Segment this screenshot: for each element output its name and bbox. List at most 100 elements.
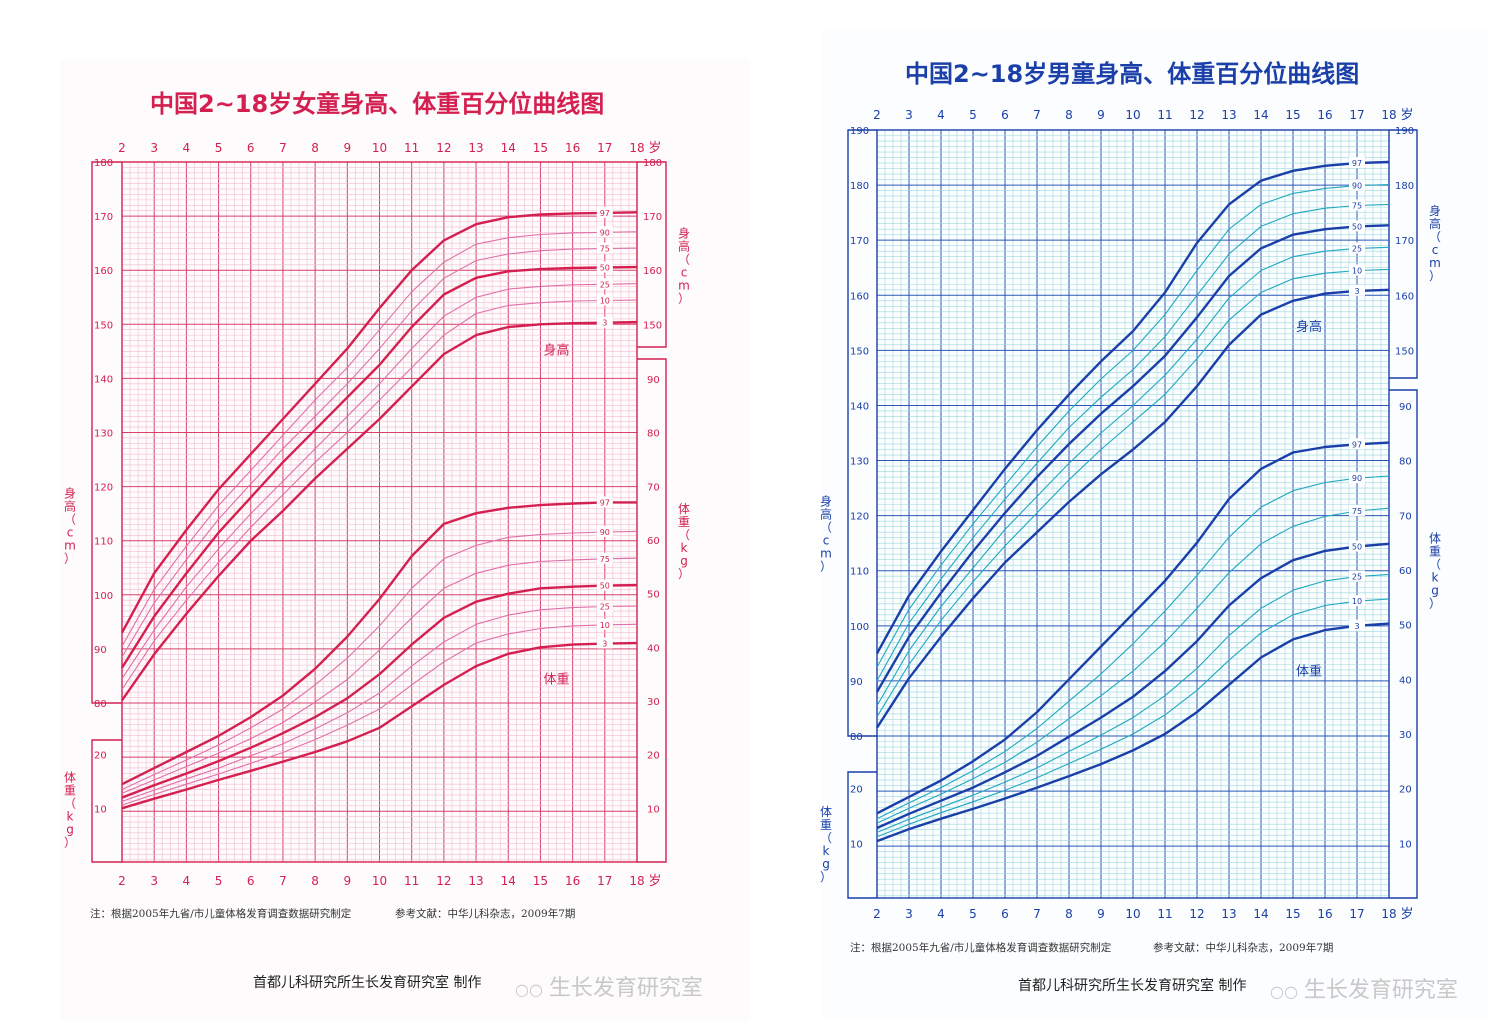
x-tick-label-top: 3 bbox=[150, 141, 158, 155]
height-axis-title-right: 身高（cm） bbox=[1429, 203, 1441, 283]
axis-title-char: （ bbox=[1429, 230, 1441, 244]
percentile-label-bg bbox=[1349, 438, 1365, 450]
axis-title-char: （ bbox=[678, 253, 690, 267]
axis-title-char: g bbox=[1431, 584, 1439, 598]
axis-title-char: g bbox=[680, 554, 688, 568]
height-percentile-90-line bbox=[121, 231, 638, 647]
percentile-label-bg bbox=[1349, 157, 1365, 169]
x-tick-label-bottom: 14 bbox=[1253, 907, 1268, 921]
height-tick-label-left: 80 bbox=[94, 699, 107, 710]
height-tick-label-left: 80 bbox=[850, 732, 863, 743]
height-tick-label-left: 180 bbox=[94, 158, 113, 169]
weight-percentile-10-line bbox=[876, 598, 1390, 838]
weight-percentile-label-3: 3 bbox=[1354, 622, 1359, 631]
axis-title-char: （ bbox=[1429, 558, 1441, 572]
height-tick-label-left: 90 bbox=[94, 645, 107, 656]
percentile-label-bg bbox=[596, 618, 613, 630]
height-tick-label-right: 180 bbox=[643, 158, 662, 169]
boys-chart-reference: 参考文献：中华儿科杂志，2009年7期 bbox=[1153, 942, 1334, 954]
weight-percentile-label-10: 10 bbox=[600, 621, 610, 630]
axis-title-char: m bbox=[820, 547, 832, 561]
girls-chart-footer: 首都儿科研究所生长发育研究室 制作 bbox=[253, 975, 482, 991]
x-tick-label-top: 15 bbox=[533, 141, 548, 155]
axis-title-char: 重 bbox=[678, 515, 690, 529]
axis-title-char: 重 bbox=[64, 784, 76, 798]
axis-title-char: （ bbox=[64, 512, 76, 526]
height-tick-label-right: 180 bbox=[1395, 181, 1414, 192]
percentile-label-bg bbox=[1349, 540, 1365, 552]
height-percentile-label-25: 25 bbox=[1352, 244, 1362, 253]
axis-title-char: g bbox=[66, 823, 74, 837]
axis-title-char: 体 bbox=[1429, 532, 1441, 546]
height-percentile-50-line bbox=[120, 265, 638, 669]
x-tick-label-bottom: 4 bbox=[183, 874, 191, 888]
x-tick-label-top: 8 bbox=[1065, 108, 1073, 122]
weight-tick-label-right: 90 bbox=[1399, 402, 1412, 413]
weight-tick-label-right: 40 bbox=[1399, 675, 1412, 686]
percentile-label-bg bbox=[1349, 179, 1365, 191]
wechat-icon: ○○ bbox=[1270, 982, 1298, 1001]
x-tick-label-bottom: 10 bbox=[1125, 907, 1140, 921]
x-tick-label-top: 4 bbox=[937, 108, 945, 122]
x-tick-label-bottom: 12 bbox=[436, 874, 451, 888]
weight-tick-label-right: 70 bbox=[647, 482, 660, 493]
weight-percentile-label-97: 97 bbox=[600, 498, 610, 507]
axis-title-char: 身 bbox=[820, 494, 832, 509]
boys-chart-note: 注：根据2005年九省/市儿童体格发育调查数据研究制定 bbox=[850, 942, 1112, 954]
x-tick-label-bottom: 16 bbox=[565, 874, 580, 888]
x-tick-label-bottom: 18 bbox=[629, 874, 644, 888]
girls-chart-note: 注：根据2005年九省/市儿童体格发育调查数据研究制定 bbox=[90, 908, 352, 920]
percentile-label-bg bbox=[1349, 264, 1365, 276]
x-tick-label-bottom: 11 bbox=[404, 874, 419, 888]
percentile-label-bg bbox=[1349, 242, 1365, 254]
percentile-label-bg bbox=[1349, 570, 1365, 582]
weight-tick-label-right: 30 bbox=[647, 697, 660, 708]
weight-percentile-label-75: 75 bbox=[600, 555, 610, 564]
percentile-label-bg bbox=[596, 552, 613, 564]
axis-title-char: 体 bbox=[820, 805, 832, 819]
height-percentile-label-25: 25 bbox=[600, 280, 610, 289]
x-tick-label-top: 14 bbox=[501, 141, 516, 155]
weight-tick-label-right: 80 bbox=[1399, 457, 1412, 468]
height-percentile-10-line bbox=[121, 299, 638, 690]
girls-chart-reference: 参考文献：中华儿科杂志，2009年7期 bbox=[395, 908, 576, 920]
weight-percentile-label-90: 90 bbox=[1352, 474, 1362, 483]
weight-percentile-label-97: 97 bbox=[1352, 440, 1362, 449]
x-tick-label-top: 4 bbox=[183, 141, 191, 155]
axis-title-char: （ bbox=[820, 831, 832, 845]
x-tick-label-top: 6 bbox=[1001, 108, 1009, 122]
percentile-label-bg bbox=[1349, 595, 1365, 607]
axis-title-char: m bbox=[678, 279, 690, 293]
weight-tick-label-right: 10 bbox=[1399, 839, 1412, 850]
x-tick-label-top: 18 bbox=[629, 141, 644, 155]
axis-title-char: 高 bbox=[64, 498, 76, 513]
x-tick-label-top: 16 bbox=[565, 141, 580, 155]
x-tick-label-bottom: 11 bbox=[1157, 907, 1172, 921]
weight-tick-label-right: 50 bbox=[647, 590, 660, 601]
weight-percentile-25-line bbox=[876, 573, 1390, 833]
height-percentile-label-50: 50 bbox=[1352, 222, 1362, 231]
weight-percentile-50-line bbox=[121, 583, 638, 799]
watermark-text: 生长发育研究室 bbox=[1303, 978, 1458, 1003]
x-tick-label-bottom: 8 bbox=[1065, 907, 1073, 921]
axis-title-char: c bbox=[681, 266, 688, 280]
weight-tick-label-right: 20 bbox=[1399, 785, 1412, 796]
height-tick-label-left: 170 bbox=[94, 212, 113, 223]
height-tick-label-right: 170 bbox=[643, 212, 662, 223]
x-unit-label-bottom: 岁 bbox=[648, 874, 661, 889]
percentile-label-bg bbox=[596, 600, 613, 612]
height-tick-label-right: 150 bbox=[1395, 346, 1414, 357]
weight-axis-title-left: 体重（kg） bbox=[820, 805, 832, 884]
weight-tick-label-left: 20 bbox=[94, 751, 107, 762]
x-tick-label-bottom: 18 bbox=[1381, 907, 1396, 921]
watermark-text: 生长发育研究室 bbox=[548, 976, 703, 1001]
height-tick-label-left: 120 bbox=[94, 483, 113, 494]
x-tick-label-top: 13 bbox=[468, 141, 483, 155]
height-percentile-label-10: 10 bbox=[1352, 266, 1362, 275]
weight-percentile-label-25: 25 bbox=[1352, 573, 1362, 582]
height-tick-label-left: 110 bbox=[94, 537, 113, 548]
height-percentile-label-97: 97 bbox=[600, 209, 610, 218]
weight-percentile-label-50: 50 bbox=[1352, 542, 1362, 551]
axis-title-char: c bbox=[1432, 243, 1439, 257]
